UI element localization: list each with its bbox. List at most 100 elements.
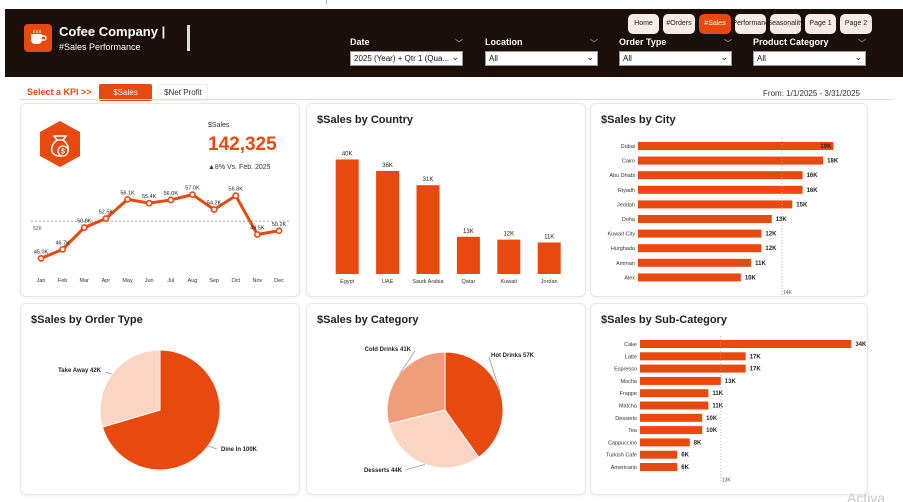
- line-point: [59, 245, 67, 253]
- point-label: 50.8K: [77, 219, 92, 225]
- sales-by-sub-category-chart: Cake 34K Latte 17K Espresso 17K Mocha 13K Frappe…: [606, 336, 867, 484]
- bar: [640, 426, 703, 435]
- y-tick-label: Amman: [616, 261, 635, 267]
- point-label: 55.4K: [142, 194, 157, 200]
- bar-data-label: 16K: [807, 173, 819, 179]
- product-category-filter-select[interactable]: All ⌄: [753, 51, 866, 66]
- x-tick-label: Qatar: [462, 279, 476, 285]
- kpi-selector-label: Select a KPI >>: [27, 87, 92, 97]
- y-tick-label: Dubai: [621, 144, 635, 150]
- x-tick-label: Oct: [231, 278, 240, 284]
- bar-data-label: 10K: [706, 428, 718, 434]
- pie-slice: [444, 351, 504, 458]
- bar: [638, 200, 793, 209]
- line-point: [145, 199, 153, 207]
- pie-slice: [101, 349, 221, 471]
- order-type-filter-select[interactable]: All ⌄: [619, 51, 732, 66]
- kpi-sales-button[interactable]: $Sales: [99, 84, 152, 101]
- bar-data-label: 40K: [342, 151, 353, 157]
- brand-divider: [187, 25, 190, 51]
- line-point: [210, 206, 218, 213]
- line-point: [37, 254, 45, 262]
- point-label: 56.0K: [164, 191, 179, 197]
- leader-line: [399, 350, 416, 375]
- line-point: [124, 196, 131, 203]
- line-point: [275, 227, 283, 235]
- bar: [640, 352, 746, 361]
- nav-sales-button[interactable]: #Sales: [699, 14, 731, 34]
- leader-line: [207, 445, 218, 450]
- order-type-filter[interactable]: Order Type ﹀ All ⌄: [619, 37, 732, 66]
- bar: [497, 239, 521, 274]
- bar: [640, 438, 690, 447]
- chevron-down-icon: ﹀: [724, 39, 732, 48]
- point-label: 49.5K: [250, 225, 265, 231]
- line-point: [102, 215, 110, 222]
- sales-by-country-card: $Sales by Country 40K Egypt 36K UAE 31K Saudi…: [306, 103, 586, 297]
- bar: [638, 171, 803, 180]
- watermark-text: Activa: [847, 490, 886, 502]
- nav-home-button[interactable]: Home: [628, 14, 659, 34]
- bar: [640, 413, 703, 422]
- bar: [638, 185, 803, 194]
- header-bar: Cofee Company | #Sales Performance Date ﹀…: [5, 9, 903, 77]
- leader-line: [488, 356, 501, 393]
- bar-data-label: 18K: [827, 159, 839, 165]
- product-category-filter-label: Product Category: [753, 37, 829, 47]
- nav-page1-button[interactable]: Page 1: [805, 14, 836, 34]
- bar-data-label: 10K: [745, 275, 757, 281]
- monthly-sales-line-chart: 52K 45.0K Jan 46.7K Feb 50.8K Mar 52.5K Apr 56.1K…: [31, 186, 291, 284]
- bar: [640, 340, 852, 348]
- kpi-divider: [20, 99, 893, 100]
- y-tick-label: Latte: [625, 354, 637, 360]
- kpi-selector-row: Select a KPI >> $Sales $Net Profit From:…: [0, 84, 903, 102]
- location-filter-select[interactable]: All ⌄: [485, 51, 598, 66]
- bar-data-label: 11K: [544, 235, 554, 241]
- y-tick-label: Abu Dhabi: [609, 173, 635, 179]
- y-tick-label: Cairo: [622, 159, 635, 165]
- y-tick-label: Espresso: [614, 367, 637, 373]
- bar-data-label: 11K: [712, 404, 723, 410]
- x-tick-label: Jan: [37, 278, 46, 284]
- sales-by-order-type-card: $Sales by Order Type Dine In 100K Take Aw…: [20, 303, 300, 495]
- kpi-value: 142,325: [208, 134, 277, 155]
- line-point: [167, 196, 175, 204]
- date-filter-select[interactable]: 2025 (Year) + Qtr 1 (Qua... ⌄: [350, 51, 463, 66]
- dropdown-arrow-icon: ⌄: [451, 52, 459, 62]
- kpi-metric-label: $Sales: [208, 122, 230, 129]
- nav-page2-button[interactable]: Page 2: [840, 14, 872, 34]
- nav-performance-button[interactable]: #Performance: [735, 14, 766, 34]
- product-category-filter-value: All: [757, 54, 766, 63]
- nav-seasonality-button[interactable]: Seasonality: [770, 14, 801, 34]
- location-filter[interactable]: Location ﹀ All ⌄: [485, 37, 598, 66]
- nav-orders-button[interactable]: #Orders: [663, 14, 695, 34]
- top-tick: [326, 0, 327, 4]
- y-tick-label: Tea: [628, 428, 638, 434]
- bar-data-label: 12K: [765, 246, 777, 252]
- point-label: 46.7K: [55, 240, 70, 246]
- bar: [638, 229, 762, 238]
- slice-label: Take Away 42K: [58, 368, 102, 374]
- chart-title: $Sales by Sub-Category: [601, 314, 727, 326]
- bar-data-label: 13K: [776, 217, 788, 223]
- bar: [640, 401, 709, 410]
- x-tick-label: Mar: [80, 278, 90, 284]
- y-tick-label: Desserts: [615, 416, 637, 422]
- order-type-filter-value: All: [623, 54, 632, 63]
- y-tick-label: Cappuccino: [608, 440, 637, 446]
- product-category-filter[interactable]: Product Category ﹀ All ⌄: [753, 37, 866, 66]
- kpi-net-profit-button[interactable]: $Net Profit: [158, 84, 208, 101]
- x-tick-label: Sep: [209, 278, 219, 284]
- y-tick-label: Riyadh: [618, 188, 635, 194]
- date-filter[interactable]: Date ﹀ 2025 (Year) + Qtr 1 (Qua... ⌄: [350, 37, 463, 66]
- chevron-down-icon: ﹀: [858, 39, 866, 48]
- bar-data-label: 11K: [712, 391, 723, 397]
- chevron-down-icon: ﹀: [455, 39, 463, 48]
- average-line-label: 52K: [33, 226, 43, 232]
- dropdown-arrow-icon: ⌄: [720, 52, 728, 62]
- kpi-card: $ $Sales 142,325 ▲8% Vs. Feb. 2025 52K 45…: [20, 103, 300, 297]
- point-label: 56.8K: [229, 187, 244, 193]
- bar-data-label: 13K: [725, 379, 737, 385]
- order-type-filter-label: Order Type: [619, 37, 667, 47]
- bar-data-label: 12K: [503, 232, 514, 238]
